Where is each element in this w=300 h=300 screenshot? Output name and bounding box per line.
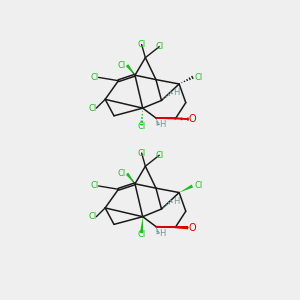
Text: Cl: Cl (194, 182, 202, 190)
Text: Cl: Cl (88, 103, 96, 112)
Text: Cl: Cl (155, 151, 164, 160)
Polygon shape (126, 173, 135, 184)
Text: H: H (173, 88, 179, 97)
Text: Cl: Cl (137, 230, 146, 239)
Text: Cl: Cl (137, 148, 146, 158)
Text: Cl: Cl (137, 122, 146, 131)
Polygon shape (126, 64, 135, 75)
Text: Cl: Cl (118, 61, 126, 70)
Polygon shape (140, 217, 143, 233)
Text: Cl: Cl (118, 169, 126, 178)
Text: H: H (159, 120, 166, 129)
Text: Cl: Cl (194, 73, 202, 82)
Text: Cl: Cl (90, 73, 98, 82)
Polygon shape (176, 226, 188, 229)
Text: O: O (188, 223, 196, 233)
Text: Cl: Cl (90, 182, 98, 190)
Text: Cl: Cl (88, 212, 96, 221)
Text: Cl: Cl (155, 42, 164, 51)
Text: H: H (173, 197, 179, 206)
Text: O: O (188, 114, 196, 124)
Polygon shape (156, 226, 188, 229)
Polygon shape (179, 184, 193, 193)
Text: Cl: Cl (137, 40, 146, 49)
Text: H: H (159, 229, 166, 238)
